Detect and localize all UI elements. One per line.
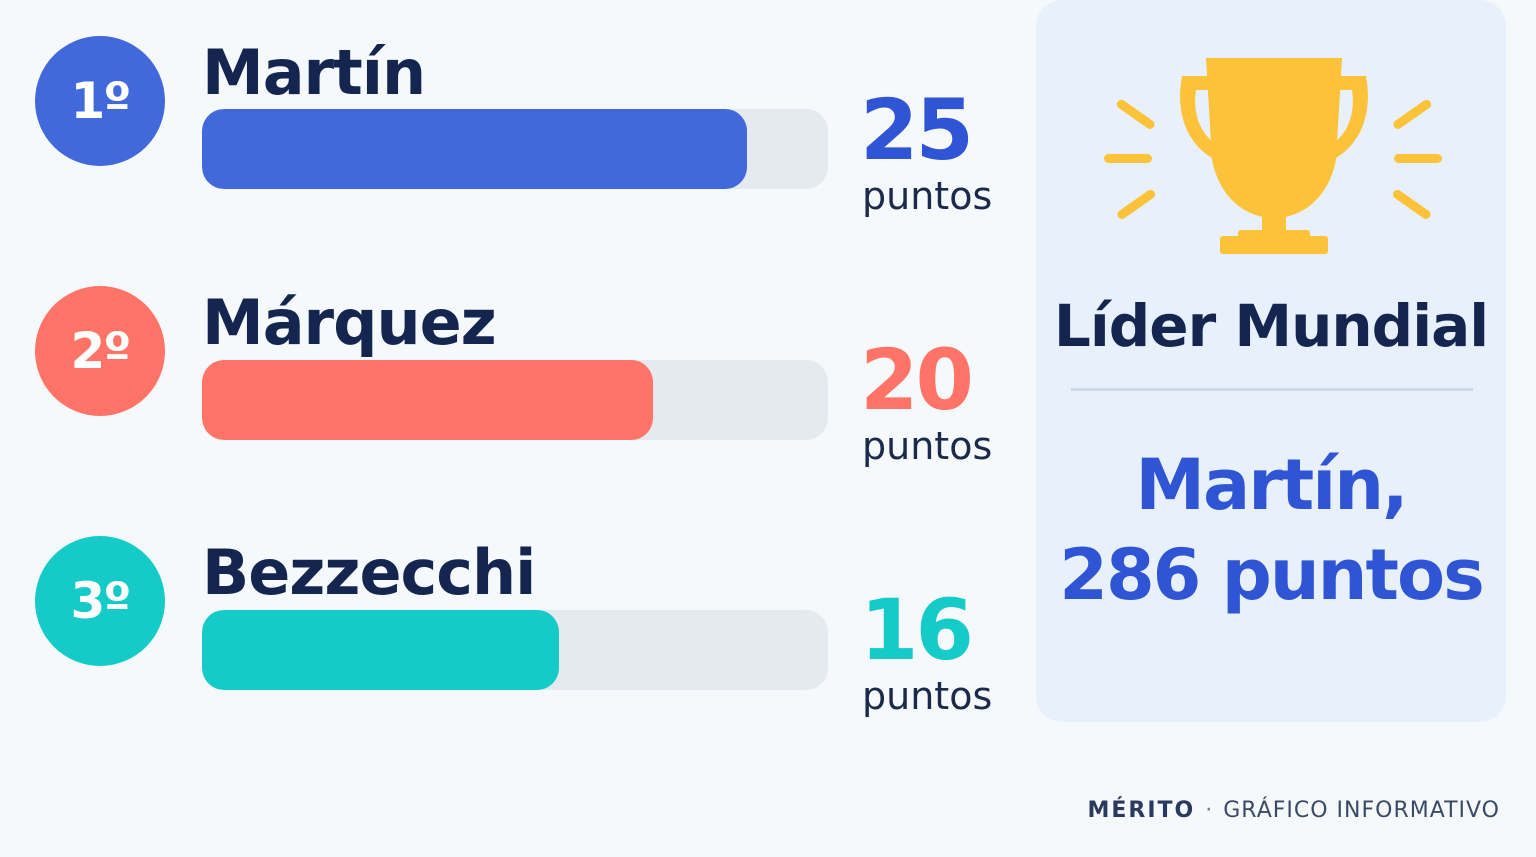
rider-row: 2º Márquez 20 puntos [0,286,1010,488]
panel-divider [1071,388,1473,391]
brand-name: MÉRITO [1087,798,1196,823]
rank-badge: 3º [35,536,165,666]
points-bar-track [202,610,828,690]
points-bar-track [202,360,828,440]
points-unit-label: puntos [862,424,993,468]
footer-credit: MÉRITO · GRÁFICO INFORMATIVO [1087,798,1500,823]
points-unit-label: puntos [862,674,993,718]
points-value: 25 [860,81,974,179]
points-unit-label: puntos [862,174,993,218]
leader-points: 286 puntos [1059,534,1484,616]
rider-name: Bezzecchi [202,536,536,609]
leader-name: Martín, [1135,444,1408,526]
points-bar [202,360,653,440]
leader-summary: Martín, 286 puntos [1036,440,1506,620]
points-bar [202,610,559,690]
rider-row: 1º Martín 25 puntos [0,36,1010,238]
points-bar [202,109,747,189]
leader-title: Líder Mundial [1053,292,1489,360]
trophy-icon [1104,58,1442,254]
rank-badge: 1º [35,36,165,166]
leader-panel: Líder Mundial Martín, 286 puntos [1036,0,1506,722]
points-bar-track [202,109,828,189]
rank-badge: 2º [35,286,165,416]
rider-name: Márquez [202,286,497,359]
rider-row: 3º Bezzecchi 16 puntos [0,536,1010,738]
points-value: 20 [860,331,974,429]
footer-caption: GRÁFICO INFORMATIVO [1223,798,1500,823]
rider-name: Martín [202,36,426,109]
footer-separator: · [1205,798,1214,823]
points-value: 16 [860,581,974,679]
